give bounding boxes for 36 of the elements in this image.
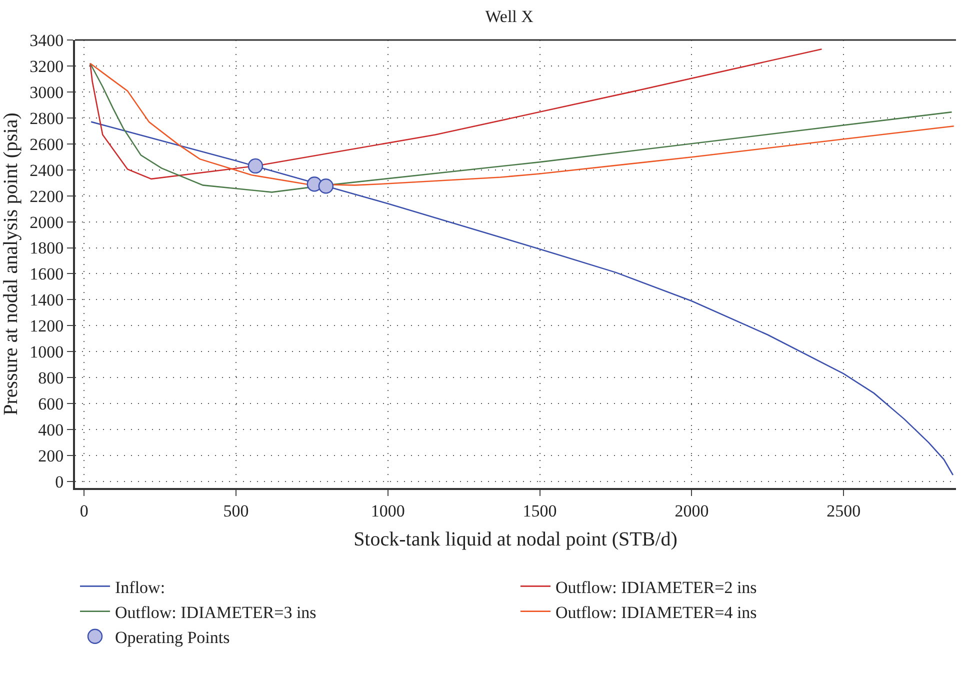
legend-label: Operating Points [115, 628, 230, 648]
line-series [90, 48, 822, 180]
y-tick-label: 200 [38, 446, 64, 466]
legend-label: Outflow: IDIAMETER=4 ins [556, 602, 757, 622]
y-tick-label: 3000 [30, 82, 64, 102]
y-tick-label: 1000 [30, 342, 64, 362]
x-axis-title: Stock-tank liquid at nodal point (STB/d) [354, 528, 678, 550]
y-tick-label: 3200 [30, 56, 64, 76]
y-tick-label: 1200 [30, 316, 64, 336]
y-tick-label: 0 [55, 472, 64, 492]
x-tick-label: 1000 [370, 501, 405, 520]
point [318, 178, 334, 194]
x-tick-label: 2000 [674, 501, 709, 520]
y-tick-label: 2000 [30, 212, 64, 232]
legend-label: Inflow: [115, 578, 166, 597]
y-axis-title: Pressure at nodal analysis point (psia) [0, 112, 22, 416]
y-tick-label: 1800 [30, 238, 64, 258]
y-tick-label: 2400 [30, 160, 64, 180]
x-tick-label: 1500 [522, 501, 557, 520]
y-tick-label: 2600 [30, 134, 64, 154]
y-tick-label: 2200 [30, 186, 64, 206]
line-series [90, 121, 954, 476]
y-tick-label: 800 [38, 368, 64, 388]
y-tick-label: 2800 [30, 108, 64, 128]
y-tick-label: 1600 [30, 264, 64, 284]
y-tick-label: 400 [38, 420, 64, 440]
legend-label: Outflow: IDIAMETER=3 ins [115, 602, 316, 622]
x-tick-label: 500 [223, 501, 249, 520]
x-tick-label: 0 [80, 501, 88, 520]
point [248, 158, 264, 174]
chart-title: Well X [485, 7, 534, 26]
y-tick-label: 1400 [30, 290, 64, 310]
legend-label: Outflow: IDIAMETER=2 ins [556, 578, 757, 597]
x-tick-label: 2500 [826, 501, 861, 520]
y-tick-label: 600 [38, 394, 64, 414]
y-tick-label: 3400 [30, 30, 64, 50]
